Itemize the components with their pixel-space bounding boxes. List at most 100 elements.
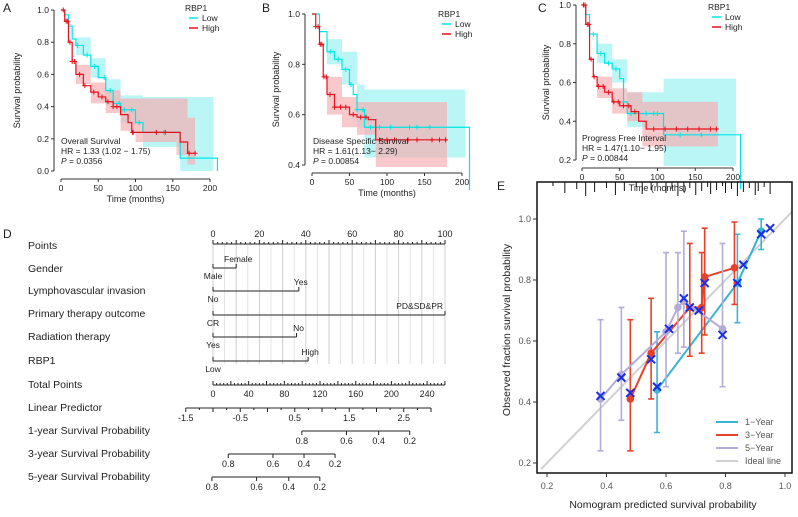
survival-tick-label: 0.4: [372, 436, 385, 446]
survival-tick-label: 0.6: [340, 436, 353, 446]
x-axis-label: Time (months): [358, 188, 416, 198]
row-label: Points: [28, 240, 57, 252]
censor-mark: [136, 120, 142, 126]
km-plot-b: [312, 13, 471, 191]
plot-area: [540, 182, 792, 470]
x-tick-label: 150: [688, 172, 702, 182]
panel-label: C: [538, 1, 547, 15]
censor-mark: [121, 107, 127, 113]
linear-predictor-tick-label: -0.5: [232, 413, 248, 423]
legend-label: High: [725, 22, 743, 32]
x-axis-label: Time (months): [107, 194, 165, 204]
censor-mark: [319, 41, 325, 47]
calibration-point: [718, 325, 727, 333]
survival-tick-label: 0.2: [329, 459, 342, 469]
y-axis-label: Observed fraction survival probability: [501, 243, 513, 416]
survival-tick-label: 0.6: [250, 482, 263, 492]
y-tick-label: 0.8: [37, 37, 49, 47]
y-tick-label: 0.4: [559, 116, 571, 126]
x-tick-label: 0.2: [541, 481, 554, 491]
total-points-tick-label: 240: [420, 389, 435, 399]
error-bar: [618, 306, 625, 422]
censor-mark: [60, 7, 66, 13]
censor-mark: [360, 107, 366, 113]
y-tick-label: 0.4: [288, 160, 300, 170]
survival-tick-label: 0.6: [267, 459, 280, 469]
factor-level-label: Male: [204, 271, 223, 281]
censor-mark: [707, 126, 713, 132]
censor-mark: [613, 66, 619, 72]
censor-mark: [651, 126, 657, 132]
total-points-tick-label: 80: [279, 389, 289, 399]
censor-mark: [315, 24, 321, 30]
bias-corrected-x-marker: [756, 229, 766, 239]
censor-mark: [605, 60, 611, 66]
y-axis-label: Survival probability: [12, 52, 22, 128]
x-tick-label: 50: [615, 172, 625, 182]
calibration-point: [730, 264, 739, 272]
censor-mark: [427, 124, 433, 130]
y-tick-label: 1.0: [288, 9, 300, 19]
panel-label: D: [3, 227, 12, 241]
legend-label: High: [202, 23, 220, 33]
survival-tick-label: 0.8: [206, 482, 219, 492]
error-bar: [719, 242, 726, 388]
censor-mark: [582, 2, 588, 8]
bias-corrected-x-marker: [664, 324, 674, 334]
bias-corrected-x-marker: [595, 391, 606, 401]
bias-corrected-x-marker: [616, 372, 627, 383]
legend-title: RBP1: [185, 3, 207, 13]
error-bar: [597, 318, 604, 452]
x-tick-label: 0: [59, 183, 64, 193]
factor-level-label: PD&SD&PR: [396, 301, 443, 311]
x-tick-label: 200: [203, 183, 217, 193]
censor-mark: [82, 83, 88, 89]
censor-mark: [65, 18, 71, 24]
censor-mark: [105, 99, 111, 105]
x-tick-label: 100: [128, 183, 142, 193]
censor-mark: [343, 104, 349, 110]
censor-mark: [129, 107, 135, 113]
censor-mark: [377, 124, 382, 130]
censor-mark: [626, 103, 632, 109]
x-tick-label: 0: [310, 177, 315, 187]
censor-mark: [343, 66, 349, 72]
censor-mark: [84, 52, 90, 58]
survival-tick-label: 0.8: [222, 459, 235, 469]
error-bar: [734, 233, 741, 324]
factor-level-label: High: [301, 347, 319, 357]
total-points-tick-label: 200: [384, 389, 399, 399]
legend-label: Low: [202, 13, 218, 23]
survival-type-label: Progress Free Interval: [582, 133, 666, 143]
row-label: Total Points: [28, 379, 82, 391]
survival-tick-label: 0.8: [296, 436, 309, 446]
y-tick-label: 0.6: [518, 336, 531, 346]
p-symbol: P: [582, 153, 588, 163]
censor-mark: [615, 99, 621, 105]
survival-curve-high: [312, 13, 447, 141]
p-value-text: P = 0.00854: [313, 156, 359, 166]
total-points-tick-label: 120: [313, 389, 328, 399]
censor-mark: [354, 107, 360, 113]
y-tick-label: 0.2: [518, 458, 531, 468]
censor-mark: [632, 109, 638, 115]
y-tick-label: 0.4: [37, 102, 49, 112]
y-tick-label: 1.0: [37, 5, 49, 15]
x-axis-label: Time (months): [629, 183, 687, 193]
row-label: Linear Predictor: [28, 402, 103, 414]
censor-mark: [332, 104, 337, 110]
bias-corrected-x-marker: [646, 354, 656, 365]
x-tick-label: 100: [380, 177, 394, 187]
bias-corrected-x-marker: [694, 305, 704, 316]
censor-mark: [698, 132, 704, 138]
hazard-ratio-text: HR = 1.33 (1.02 − 1.75): [61, 146, 150, 156]
bias-corrected-x-marker: [625, 388, 636, 398]
points-tick-label: 100: [437, 229, 452, 239]
legend-label: High: [455, 29, 473, 39]
panel-label: B: [262, 1, 270, 15]
x-tick-label: 0.4: [600, 481, 613, 491]
bias-corrected-x-marker: [717, 330, 728, 340]
bias-corrected-x-marker: [738, 260, 749, 270]
panel-label: A: [3, 1, 11, 15]
y-tick-label: 1.0: [518, 214, 531, 224]
